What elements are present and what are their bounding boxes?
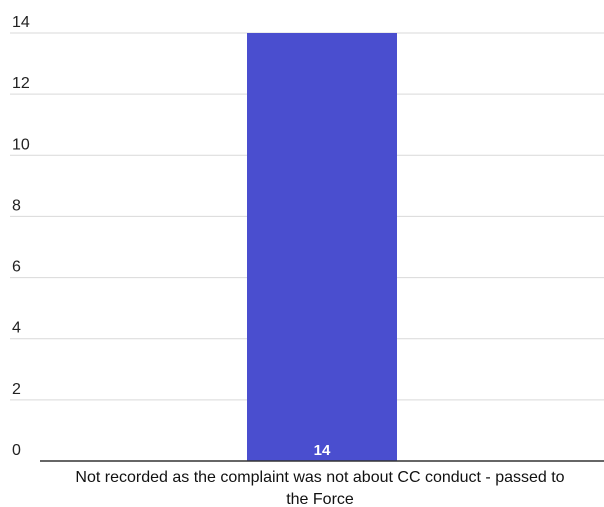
x-axis-category-labels: Not recorded as the complaint was not ab… [75, 469, 564, 507]
x-category-label-line: the Force [286, 491, 354, 507]
bars: 14 [247, 33, 397, 461]
y-axis-tick-labels: 0 2 4 6 8 10 12 14 [12, 14, 30, 459]
y-tick-label: 2 [12, 381, 21, 398]
bar [247, 33, 397, 461]
bar-data-label: 14 [314, 442, 331, 459]
x-category-label-line: Not recorded as the complaint was not ab… [75, 469, 564, 486]
y-tick-label: 10 [12, 136, 30, 153]
y-tick-label: 12 [12, 75, 30, 92]
y-tick-label: 4 [12, 320, 21, 337]
y-tick-label: 14 [12, 14, 30, 31]
y-tick-label: 6 [12, 259, 21, 276]
y-tick-label: 0 [12, 442, 21, 459]
y-tick-label: 8 [12, 197, 21, 214]
